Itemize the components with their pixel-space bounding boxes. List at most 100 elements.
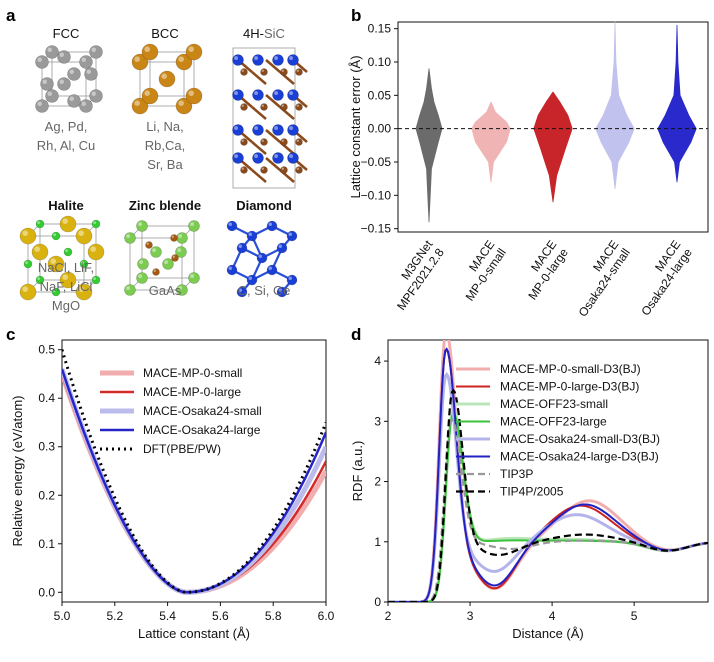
cl-atom-highlight (22, 286, 29, 293)
si-atom (272, 54, 284, 66)
fcc-atom-highlight (91, 47, 96, 52)
na-atom-highlight (37, 221, 40, 225)
c-atom (280, 68, 288, 76)
fcc-crystal-image (35, 45, 103, 113)
na-atom (91, 275, 101, 285)
ga-atom-highlight (138, 274, 142, 279)
ga-atom (124, 284, 136, 296)
energy-legend-label-1: MACE-MP-0-large (143, 385, 241, 399)
diamond-title: Diamond (236, 198, 292, 213)
si-atom-highlight (274, 126, 279, 130)
energy-xtick-label: 5.2 (106, 609, 123, 623)
diamond-atom (286, 230, 298, 242)
sic-bond (251, 141, 267, 155)
as-atom-highlight (146, 242, 149, 245)
c-atom (295, 166, 303, 174)
fcc-atom (89, 89, 103, 103)
rdf-chart-panel: 0 1 2 3 4 2 3 4 5 RDF (a.u.) Distance (Å) MACE-MP-0… (350, 339, 709, 641)
bcc-atom (175, 53, 193, 71)
violin-ytick-label: 0.00 (368, 122, 392, 136)
fcc-atom-highlight (59, 79, 64, 84)
si-atom-highlight (274, 91, 279, 95)
ga-atom (136, 272, 148, 284)
rdf-xtick-label: 5 (631, 609, 638, 623)
c-atom (280, 138, 288, 146)
c-atom-highlight (241, 104, 244, 107)
rdf-x-axis-label: Distance (Å) (512, 626, 584, 641)
c-atom (240, 166, 248, 174)
fcc-atom-highlight (37, 57, 42, 62)
c-atom-highlight (281, 167, 284, 170)
c-atom-highlight (261, 69, 264, 72)
c-atom (280, 103, 288, 111)
bcc-atom-highlight (134, 100, 140, 106)
ga-atom-highlight (126, 286, 130, 291)
diamond-atom-highlight (288, 276, 292, 280)
violin-4 (657, 24, 697, 183)
rdf-ytick-label: 4 (374, 354, 381, 368)
sic-bond (265, 94, 281, 108)
diamond-atom (266, 264, 278, 276)
crystal-structures-panel: FCC Ag, Pd, Rh, Al, Cu BCC Li, Na, Rb,Ca… (19, 26, 308, 313)
si-atom-highlight (254, 91, 258, 95)
violin-3 (595, 21, 635, 190)
violin-ytick-label: −0.15 (361, 222, 392, 236)
cl-atom (75, 227, 93, 245)
si-atom (287, 89, 299, 101)
c-atom-highlight (296, 104, 299, 107)
bcc-atom-highlight (178, 56, 184, 62)
diamond-atom-highlight (228, 222, 232, 226)
diamond-atom-highlight (268, 266, 272, 270)
diamond-atom-highlight (238, 244, 242, 248)
panel-label-d: d (351, 325, 361, 344)
energy-ytick-label: 0.4 (38, 391, 55, 405)
si-atom-highlight (274, 154, 279, 158)
diamond-atom (246, 274, 258, 286)
energy-y-axis-label: Relative energy (eV/atom) (10, 395, 25, 546)
as-atom-highlight (172, 255, 175, 258)
c-atom (240, 103, 248, 111)
fcc-atom-highlight (69, 69, 74, 74)
si-atom (272, 89, 284, 101)
si-atom-highlight (254, 126, 258, 130)
zincblende-crystal-image (124, 220, 200, 296)
zincblende-title: Zinc blende (129, 198, 201, 213)
bcc-atom-highlight (161, 73, 167, 79)
panel-label-c: c (6, 325, 15, 344)
rdf-legend-label-1: MACE-MP-0-large-D3(BJ) (500, 380, 639, 394)
rdf-ytick-label: 3 (374, 414, 381, 428)
si-atom (252, 152, 264, 164)
cl-atom-highlight (62, 274, 68, 281)
ga-atom-highlight (178, 286, 182, 291)
fcc-atom (40, 77, 54, 91)
ga-atom-highlight (178, 234, 182, 238)
as-atom (145, 241, 153, 249)
bcc-crystal-image (131, 43, 203, 115)
fcc-atom (79, 99, 93, 113)
cl-atom (75, 283, 93, 301)
violin-category-label-4: MACEOsaka24-large (627, 237, 695, 318)
si-atom-highlight (234, 154, 238, 158)
rdf-xtick-label: 3 (467, 609, 474, 623)
diamond-atom-highlight (228, 266, 232, 270)
diamond-atom-highlight (288, 232, 292, 236)
si-atom (287, 54, 299, 66)
panel-label-b: b (351, 6, 361, 25)
c-atom (295, 103, 303, 111)
bcc-atom-highlight (134, 56, 140, 62)
energy-legend-label-2: MACE-Osaka24-small (143, 404, 262, 418)
bcc-atom-highlight (188, 90, 194, 96)
c-atom (240, 138, 248, 146)
ga-atom (136, 220, 148, 232)
c-atom (260, 103, 268, 111)
c-atom-highlight (281, 139, 284, 142)
violin-category-label-1: MACEMP-0-small (451, 238, 509, 304)
na-atom (35, 275, 45, 285)
si-atom-highlight (234, 126, 238, 130)
diamond-atom-highlight (258, 254, 262, 258)
ga-atom (137, 258, 149, 270)
cl-atom-highlight (90, 246, 96, 252)
violin-ytick-label: −0.05 (361, 155, 392, 169)
rdf-legend-label-7: TIP4P/2005 (500, 485, 564, 499)
si-atom-highlight (254, 154, 258, 158)
